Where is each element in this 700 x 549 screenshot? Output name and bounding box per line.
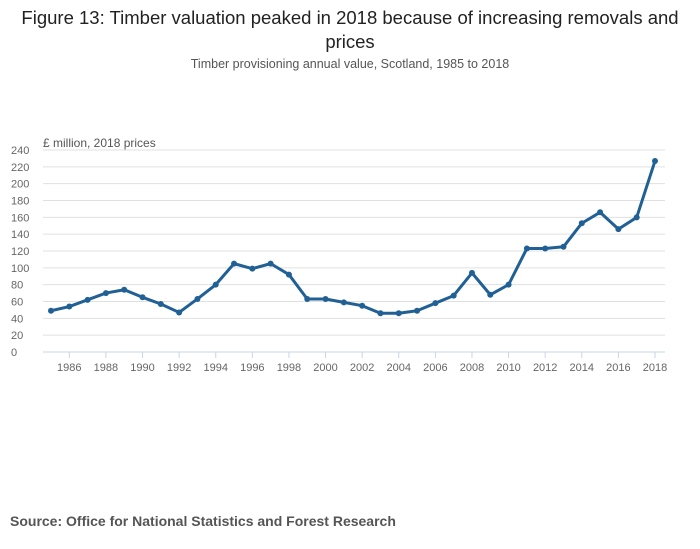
data-point[interactable] <box>432 300 439 307</box>
y-tick-label: 180 <box>11 196 29 208</box>
x-tick-label: 2018 <box>643 362 667 374</box>
chart-title: Figure 13: Timber valuation peaked in 20… <box>21 7 679 52</box>
data-point[interactable] <box>597 209 604 216</box>
data-point[interactable] <box>176 309 183 316</box>
data-point[interactable] <box>542 245 549 252</box>
data-point[interactable] <box>359 302 366 309</box>
x-tick-label: 2004 <box>387 362 411 374</box>
data-point[interactable] <box>139 294 146 301</box>
x-tick-label: 1992 <box>167 362 191 374</box>
data-point[interactable] <box>633 214 640 221</box>
x-tick-label: 2002 <box>350 362 374 374</box>
x-tick-label: 1986 <box>57 362 81 374</box>
y-tick-label: 80 <box>11 280 23 292</box>
x-tick-label: 2010 <box>496 362 520 374</box>
data-point[interactable] <box>121 286 128 293</box>
data-point[interactable] <box>377 310 384 317</box>
data-point[interactable] <box>523 245 530 252</box>
x-tick-label: 2012 <box>533 362 557 374</box>
data-point[interactable] <box>652 157 658 164</box>
y-tick-label: 40 <box>11 313 23 325</box>
y-tick-label: 140 <box>11 229 29 241</box>
data-point[interactable] <box>615 226 622 233</box>
data-point[interactable] <box>102 290 109 297</box>
y-axis: 0 20 40 60 80 100 120 140 160 180 200 220 240 <box>11 145 29 359</box>
data-point[interactable] <box>231 260 238 267</box>
data-point[interactable] <box>304 295 311 302</box>
x-tick-label: 1996 <box>240 362 264 374</box>
y-tick-label: 160 <box>11 212 29 224</box>
x-axis: 1986 1988 1990 1992 1994 1996 1998 2000 2002 2004… <box>43 351 667 374</box>
y-tick-label: 20 <box>11 330 23 342</box>
x-tick-label: 2014 <box>570 362 594 374</box>
data-point[interactable] <box>560 243 567 250</box>
x-tick-label: 2016 <box>606 362 630 374</box>
data-point[interactable] <box>48 307 54 314</box>
y-tick-label: 220 <box>11 162 29 174</box>
x-tick-label: 2008 <box>460 362 484 374</box>
data-point[interactable] <box>340 299 347 306</box>
y-tick-label: 0 <box>11 347 17 359</box>
y-tick-label: 200 <box>11 179 29 191</box>
data-point[interactable] <box>578 220 585 227</box>
x-tick-label: 1998 <box>277 362 301 374</box>
series-group <box>48 157 658 317</box>
data-point[interactable] <box>468 269 475 276</box>
x-tick-label: 1994 <box>203 362 227 374</box>
y-axis-label: £ million, 2018 prices <box>43 136 156 150</box>
data-point[interactable] <box>194 295 201 302</box>
data-point[interactable] <box>66 303 73 310</box>
data-point[interactable] <box>322 295 329 302</box>
gridlines <box>43 149 665 336</box>
x-tick-label: 1990 <box>130 362 154 374</box>
data-point[interactable] <box>487 291 494 298</box>
data-point[interactable] <box>414 307 421 314</box>
data-point[interactable] <box>285 271 292 278</box>
x-tick-label: 2006 <box>423 362 447 374</box>
data-point[interactable] <box>395 310 402 317</box>
chart-subtitle: Timber provisioning annual value, Scotla… <box>190 57 510 71</box>
y-tick-label: 120 <box>11 246 29 258</box>
series-line <box>49 159 657 315</box>
data-point[interactable] <box>450 292 457 299</box>
data-point[interactable] <box>84 296 91 303</box>
data-point[interactable] <box>212 281 219 288</box>
y-tick-label: 60 <box>11 297 23 309</box>
source-note: Source: Office for National Statistics a… <box>10 513 396 529</box>
data-point[interactable] <box>505 281 512 288</box>
y-tick-label: 100 <box>11 263 29 275</box>
data-point[interactable] <box>157 301 164 308</box>
data-point[interactable] <box>249 265 256 272</box>
data-point[interactable] <box>267 260 274 267</box>
x-tick-label: 2000 <box>313 362 337 374</box>
y-tick-label: 240 <box>11 145 29 157</box>
x-tick-label: 1988 <box>94 362 118 374</box>
